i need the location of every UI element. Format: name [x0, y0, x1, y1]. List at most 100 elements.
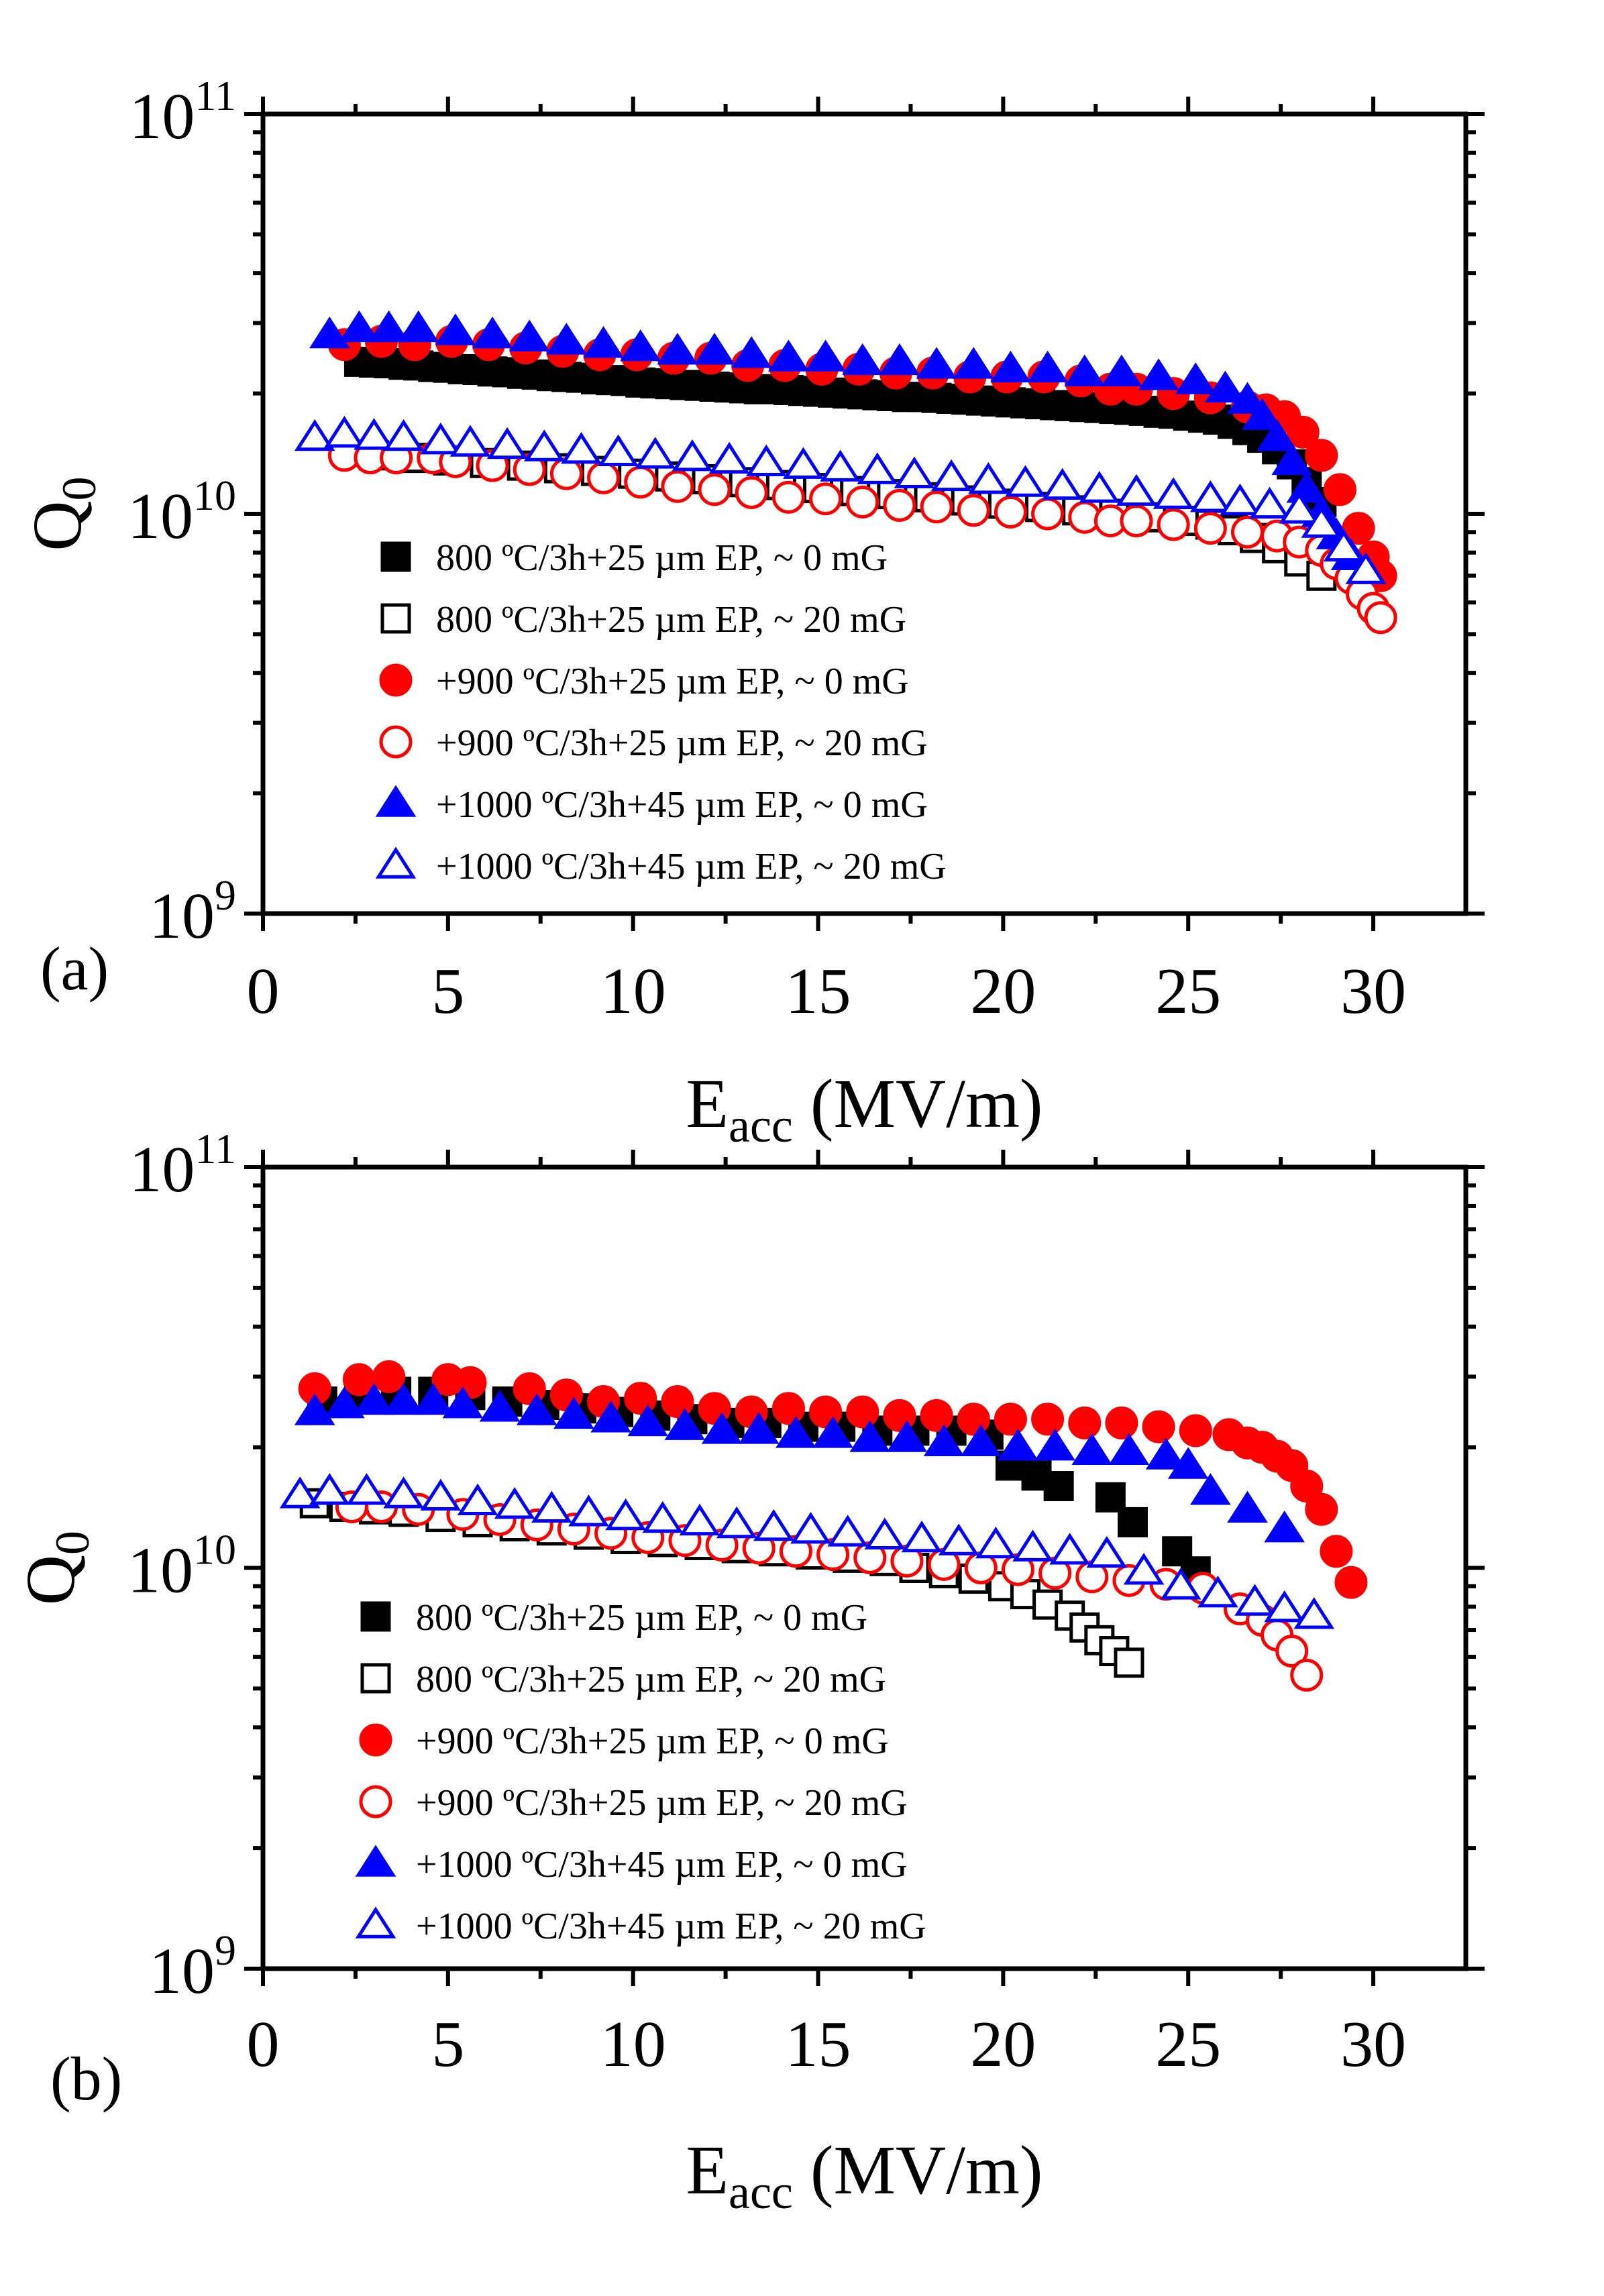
data-point — [1138, 358, 1179, 390]
data-point — [1197, 1575, 1238, 1608]
y-tick-label: 1010 — [127, 1526, 236, 1607]
data-point — [1264, 1590, 1305, 1623]
data-point — [930, 459, 972, 492]
data-point — [849, 1420, 891, 1452]
data-point — [486, 427, 528, 459]
x-ticks — [261, 97, 1376, 931]
y-tick-label: 1011 — [129, 1125, 236, 1206]
data-point — [1175, 362, 1216, 394]
data-point — [1364, 601, 1397, 635]
legend-entry: +900 ºC/3h+25 µm EP, ~ 20 mG — [416, 1782, 908, 1824]
series-2 — [298, 1360, 1368, 1599]
legend-entry: +1000 ºC/3h+45 µm EP, ~ 0 mG — [416, 1844, 908, 1885]
data-point — [1301, 506, 1342, 538]
data-point — [1031, 497, 1065, 531]
data-point — [661, 1385, 694, 1419]
data-point — [1179, 1414, 1212, 1447]
data-point — [916, 347, 957, 379]
data-point — [1031, 1403, 1065, 1436]
data-point — [994, 495, 1027, 529]
data-point — [635, 437, 676, 469]
x-tick-label: 20 — [970, 955, 1036, 1028]
data-point — [1027, 350, 1068, 383]
data-point — [864, 1517, 906, 1549]
data-point — [383, 419, 424, 451]
data-point — [435, 313, 476, 345]
data-point — [894, 456, 935, 488]
x-axis-title: Eacc (MV/m) — [686, 1065, 1042, 1152]
series-5 — [279, 1473, 1335, 1629]
data-point — [1108, 1433, 1150, 1465]
legend-entry: +1000 ºC/3h+45 µm EP, ~ 20 mG — [416, 1906, 926, 1947]
legend-marker — [379, 725, 413, 759]
data-point — [768, 339, 809, 372]
data-point — [1049, 1533, 1091, 1565]
legend-marker — [359, 1723, 392, 1757]
y-tick-label: 109 — [149, 871, 236, 952]
data-point — [1145, 1437, 1187, 1470]
data-point — [753, 1509, 794, 1541]
data-point — [923, 1424, 965, 1456]
data-point — [1117, 1507, 1148, 1537]
x-tick-label: 0 — [247, 2008, 280, 2081]
data-point — [354, 418, 394, 450]
data-point — [1342, 512, 1375, 545]
data-point — [1095, 1482, 1126, 1513]
data-point — [1157, 508, 1190, 541]
data-point — [398, 310, 439, 343]
data-point — [701, 1412, 743, 1444]
data-point — [413, 1382, 454, 1415]
data-point — [846, 485, 879, 518]
data-point — [1190, 480, 1231, 512]
data-point — [383, 1476, 424, 1509]
data-point — [771, 480, 805, 514]
data-point — [1005, 465, 1046, 497]
data-point — [938, 1523, 979, 1555]
data-point — [994, 1403, 1027, 1436]
panel-label: (a) — [40, 934, 109, 1003]
data-point — [368, 310, 409, 343]
data-point — [1153, 477, 1194, 509]
data-point — [1160, 1568, 1201, 1600]
data-point — [657, 333, 698, 365]
data-point — [846, 1395, 879, 1429]
data-point — [960, 1424, 1002, 1456]
data-point — [1293, 1597, 1335, 1629]
data-point — [1064, 354, 1106, 386]
data-point — [309, 316, 350, 349]
legend-entry: 800 ºC/3h+25 µm EP, ~ 20 mG — [436, 599, 906, 641]
legend-entry: 800 ºC/3h+25 µm EP, ~ 0 mG — [436, 537, 888, 579]
data-point — [886, 1420, 928, 1452]
data-point — [1079, 471, 1120, 503]
x-tick-label: 5 — [431, 2008, 464, 2081]
data-point — [820, 449, 861, 482]
data-point — [716, 1506, 757, 1539]
x-ticks — [261, 1150, 1376, 1986]
data-point — [790, 1512, 831, 1544]
legend-marker — [375, 785, 417, 817]
data-point — [1279, 492, 1320, 524]
data-point — [583, 326, 624, 358]
data-point — [1042, 468, 1083, 500]
data-point — [509, 319, 550, 351]
data-point — [372, 1360, 406, 1393]
data-point — [1323, 529, 1365, 562]
data-point — [1249, 486, 1290, 519]
data-point — [1116, 474, 1157, 506]
y-axis-title: Q0 — [19, 476, 106, 551]
data-point — [1227, 1490, 1268, 1523]
data-point — [1068, 1406, 1102, 1439]
data-point — [664, 1408, 706, 1440]
data-point — [624, 466, 657, 499]
data-point — [1305, 439, 1338, 472]
data-point — [1101, 354, 1142, 386]
legend-marker — [355, 1906, 396, 1938]
legend-marker — [380, 541, 411, 572]
data-point — [953, 347, 994, 379]
x-tick-label: 15 — [786, 2008, 851, 2081]
data-point — [679, 1503, 720, 1536]
x-tick-label: 20 — [970, 2008, 1036, 2081]
data-point — [587, 461, 621, 494]
data-point — [346, 1473, 387, 1505]
x-tick-label: 10 — [600, 955, 666, 1028]
